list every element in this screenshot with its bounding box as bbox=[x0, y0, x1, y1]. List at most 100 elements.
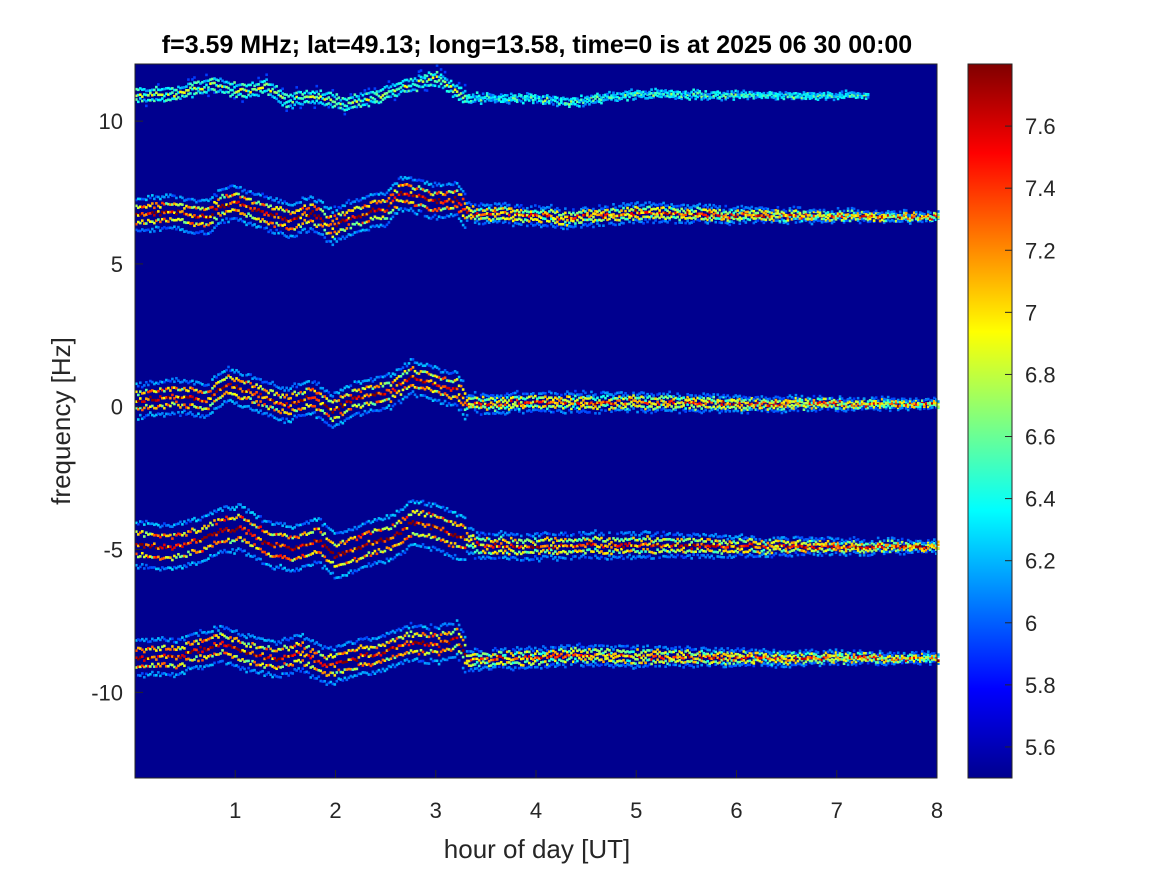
spectral-cell bbox=[419, 69, 423, 72]
spectral-cell bbox=[227, 91, 230, 94]
spectral-cell bbox=[243, 188, 246, 192]
spectral-cell bbox=[796, 399, 800, 402]
spectral-cell bbox=[173, 88, 176, 92]
spectral-cell bbox=[299, 102, 303, 106]
spectral-cell bbox=[914, 403, 918, 406]
spectral-cell bbox=[804, 92, 808, 96]
spectral-cell bbox=[227, 210, 230, 213]
spectral-cell bbox=[614, 95, 617, 99]
spectral-cell bbox=[445, 191, 449, 194]
spectral-cell bbox=[564, 223, 567, 227]
spectral-cell bbox=[385, 92, 389, 95]
spectral-cell bbox=[191, 78, 194, 81]
spectral-cell bbox=[475, 208, 479, 211]
spectral-cell bbox=[614, 223, 617, 227]
spectral-cell bbox=[263, 89, 266, 93]
spectral-cell bbox=[644, 207, 647, 211]
spectral-cell bbox=[558, 222, 561, 226]
spectral-cell bbox=[339, 206, 343, 210]
spectral-cell bbox=[918, 213, 922, 216]
spectral-cell bbox=[337, 96, 341, 99]
spectral-cell bbox=[596, 219, 599, 222]
spectral-cell bbox=[882, 400, 886, 403]
spectral-cell bbox=[295, 409, 298, 413]
spectral-cell bbox=[758, 92, 762, 95]
spectral-cell bbox=[540, 400, 543, 404]
spectral-cell bbox=[521, 96, 525, 99]
spectral-cell bbox=[862, 404, 866, 408]
spectral-cell bbox=[676, 405, 679, 409]
spectral-cell bbox=[531, 405, 535, 409]
spectral-cell bbox=[369, 99, 373, 103]
spectral-cell bbox=[141, 520, 144, 524]
spectral-cell bbox=[207, 199, 210, 203]
spectral-cell bbox=[153, 542, 156, 545]
spectral-cell bbox=[253, 193, 256, 196]
spectral-cell bbox=[529, 93, 533, 97]
spectral-cell bbox=[874, 407, 878, 410]
spectral-cell bbox=[479, 399, 483, 402]
spectral-cell bbox=[321, 224, 325, 228]
spectral-cell bbox=[143, 88, 146, 91]
spectral-cell bbox=[612, 203, 615, 206]
spectral-cell bbox=[153, 213, 156, 217]
spectral-cell bbox=[261, 210, 264, 213]
spectral-cell bbox=[139, 406, 142, 410]
spectral-cell bbox=[419, 378, 423, 382]
spectral-cell bbox=[351, 404, 355, 408]
spectral-cell bbox=[321, 386, 325, 390]
spectral-cell bbox=[475, 405, 479, 409]
spectral-cell bbox=[481, 96, 485, 100]
spectral-cell bbox=[764, 213, 768, 216]
spectral-cell bbox=[838, 407, 842, 410]
spectral-cell bbox=[612, 223, 615, 226]
spectral-cell bbox=[177, 388, 180, 392]
spectral-cell bbox=[333, 399, 337, 402]
spectral-cell bbox=[614, 392, 617, 396]
spectral-cell bbox=[566, 395, 569, 398]
spectral-cell bbox=[159, 98, 162, 102]
spectral-cell bbox=[734, 407, 738, 410]
spectral-cell bbox=[672, 205, 675, 208]
spectral-cell bbox=[157, 83, 160, 86]
spectral-cell bbox=[293, 382, 296, 385]
spectral-cell bbox=[331, 235, 335, 239]
spectral-cell bbox=[728, 93, 732, 96]
spectral-cell bbox=[139, 87, 142, 90]
spectral-cell bbox=[710, 401, 714, 404]
spectral-cell bbox=[393, 182, 397, 185]
spectral-cell bbox=[213, 216, 216, 220]
spectral-cell bbox=[161, 396, 164, 400]
spectral-cell bbox=[181, 210, 184, 213]
spectral-cell bbox=[604, 401, 607, 404]
spectral-cell bbox=[455, 84, 459, 87]
spectral-cell bbox=[199, 381, 202, 385]
spectral-cell bbox=[237, 404, 240, 408]
spectral-cell bbox=[373, 403, 377, 406]
spectral-cell bbox=[495, 217, 499, 221]
spectral-cell bbox=[213, 393, 216, 396]
spectral-cell bbox=[305, 89, 309, 93]
spectral-cell bbox=[235, 186, 238, 189]
spectral-cell bbox=[177, 203, 180, 207]
spectral-cell bbox=[487, 403, 491, 406]
spectral-cell bbox=[548, 390, 551, 394]
spectral-cell bbox=[894, 215, 898, 218]
spectral-cell bbox=[369, 95, 373, 99]
spectral-cell bbox=[738, 219, 742, 222]
spectral-cell bbox=[147, 555, 150, 559]
spectral-cell bbox=[656, 397, 659, 401]
spectral-cell bbox=[724, 395, 728, 399]
spectral-cell bbox=[718, 399, 722, 403]
spectral-cell bbox=[640, 95, 643, 99]
spectral-cell bbox=[453, 379, 457, 382]
spectral-cell bbox=[700, 403, 704, 407]
spectral-cell bbox=[359, 414, 363, 417]
spectral-cell bbox=[692, 409, 695, 412]
spectral-cell bbox=[594, 212, 597, 216]
spectral-cell bbox=[864, 402, 868, 406]
spectral-cell bbox=[632, 98, 635, 101]
spectral-cell bbox=[135, 94, 138, 98]
spectral-cell bbox=[253, 207, 256, 210]
spectral-cell bbox=[766, 400, 770, 403]
